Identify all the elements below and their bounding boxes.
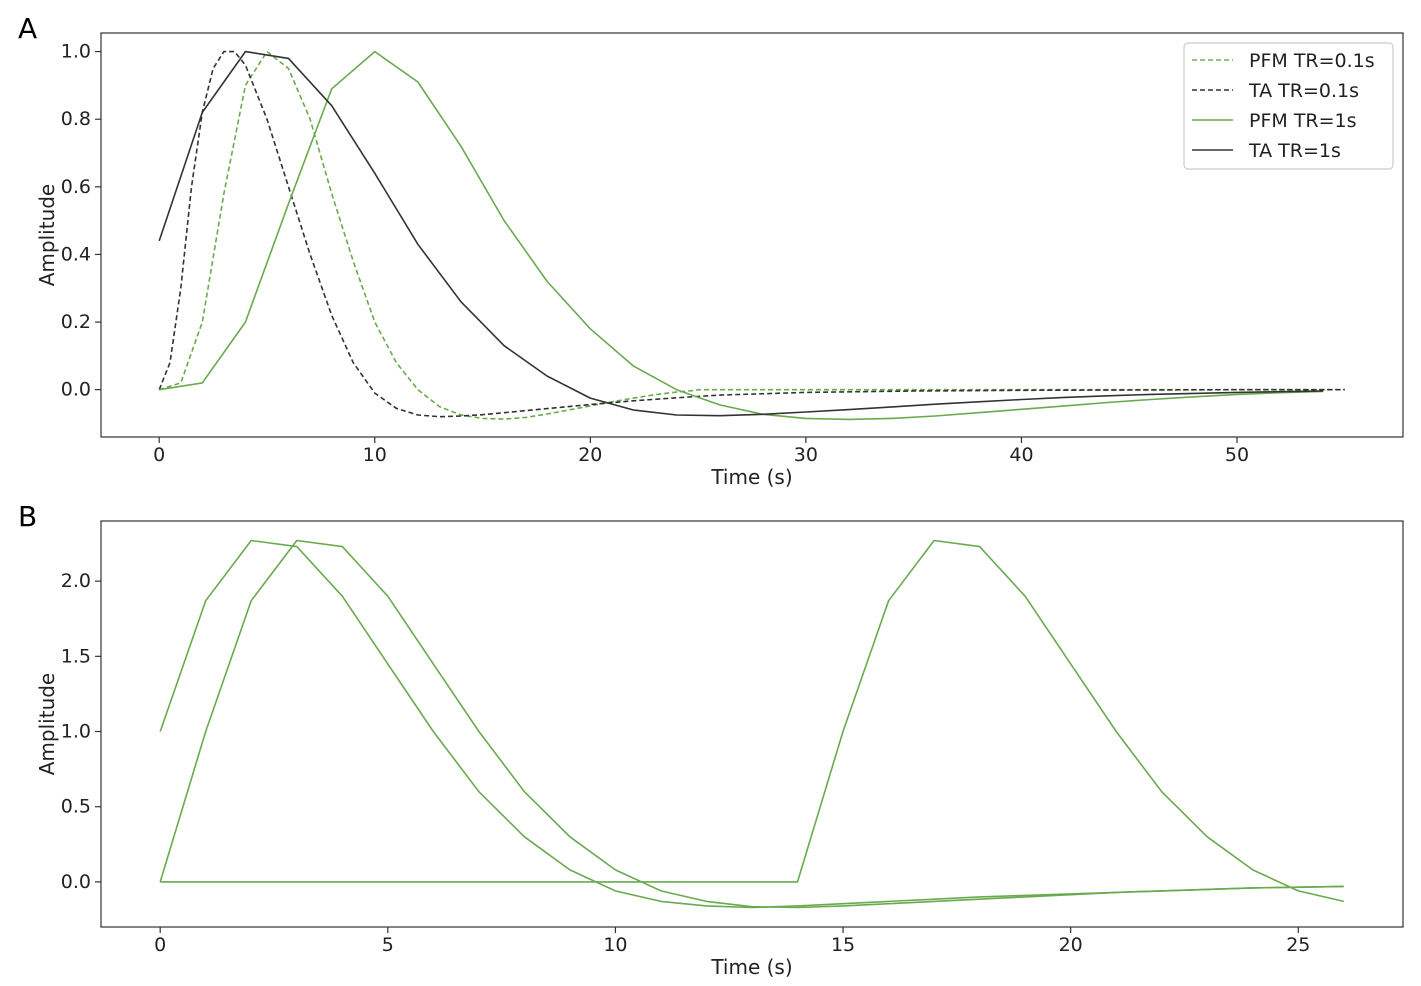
panel-a-y-tick-label: 0.6: [61, 176, 91, 198]
panel-b-x-tick-label: 20: [1059, 934, 1083, 956]
panel-a-x-axis-label: Time (s): [710, 465, 792, 489]
panel-a-y-axis-label: Amplitude: [35, 184, 59, 287]
panel-b-x-tick-label: 10: [603, 934, 627, 956]
panel-a-y-tick-label: 0.2: [61, 311, 91, 333]
panel-a-axes-frame: [100, 32, 1404, 438]
legend-box: [1183, 42, 1394, 170]
panel-b-y-axis-label: Amplitude: [35, 673, 59, 776]
panel-a-legend: PFM TR=0.1s TA TR=0.1s PFM TR=1s TA TR=1s: [1183, 42, 1394, 170]
legend-label-1: PFM TR=0.1s: [1249, 50, 1375, 72]
panel-label-a: A: [18, 12, 37, 45]
panel-a-x-tick-label: 30: [794, 444, 818, 466]
panel-b-y-tick-label: 0.0: [61, 871, 91, 893]
panel-b-x-tick-label: 25: [1286, 934, 1310, 956]
panel-b-x-tick-label: 5: [382, 934, 394, 956]
legend-label-4: TA TR=1s: [1248, 140, 1341, 162]
panel-a-series-line-2: [158, 50, 1345, 418]
panel-b-x-axis-label: Time (s): [710, 955, 792, 979]
panel-a-x-tick-label: 0: [153, 444, 165, 466]
panel-b-x-tick-label: 0: [154, 934, 166, 956]
panel-b-chart: 0 5 10 15 20 25 0.0 0.5 1.0 1.5 2.0 Time (s) Amplitu…: [35, 520, 1404, 979]
panel-a-series-line-4: [158, 50, 1324, 417]
panel-a-y-tick-label: 1.0: [61, 41, 91, 63]
panel-a-y-tick-label: 0.8: [61, 108, 91, 130]
panel-a-x-tick-label: 20: [578, 444, 602, 466]
panel-a-y-tick-label: 0.0: [61, 379, 91, 401]
panel-b-y-tick-label: 0.5: [61, 796, 91, 818]
panel-a-series-line-1: [158, 50, 1345, 420]
panel-b-y-tick-label: 1.5: [61, 645, 91, 667]
panel-b-series-line-3: [160, 539, 1344, 903]
panel-a-y-tick-label: 0.4: [61, 243, 91, 265]
panel-a-series-line-3: [159, 50, 1324, 421]
panel-b-series-line-2: [159, 539, 1344, 909]
panel-a-x-tick-label: 10: [363, 444, 387, 466]
legend-label-3: PFM TR=1s: [1249, 110, 1357, 132]
legend-label-2: TA TR=0.1s: [1248, 80, 1359, 102]
panel-b-series-line-1: [159, 539, 1344, 909]
panel-a-x-tick-label: 50: [1225, 444, 1249, 466]
panel-label-b: B: [18, 500, 37, 533]
panel-b-x-tick-label: 15: [831, 934, 855, 956]
panel-b-y-tick-label: 2.0: [61, 570, 91, 592]
panel-a-x-tick-label: 40: [1009, 444, 1033, 466]
panel-a-chart: 0 10 20 30 40 50 0.0 0.2 0.4 0.6 0.8 1.0 Time (s) Amp…: [35, 32, 1404, 489]
panel-b-axes-frame: [100, 520, 1404, 928]
panel-b-y-tick-label: 1.0: [61, 721, 91, 743]
